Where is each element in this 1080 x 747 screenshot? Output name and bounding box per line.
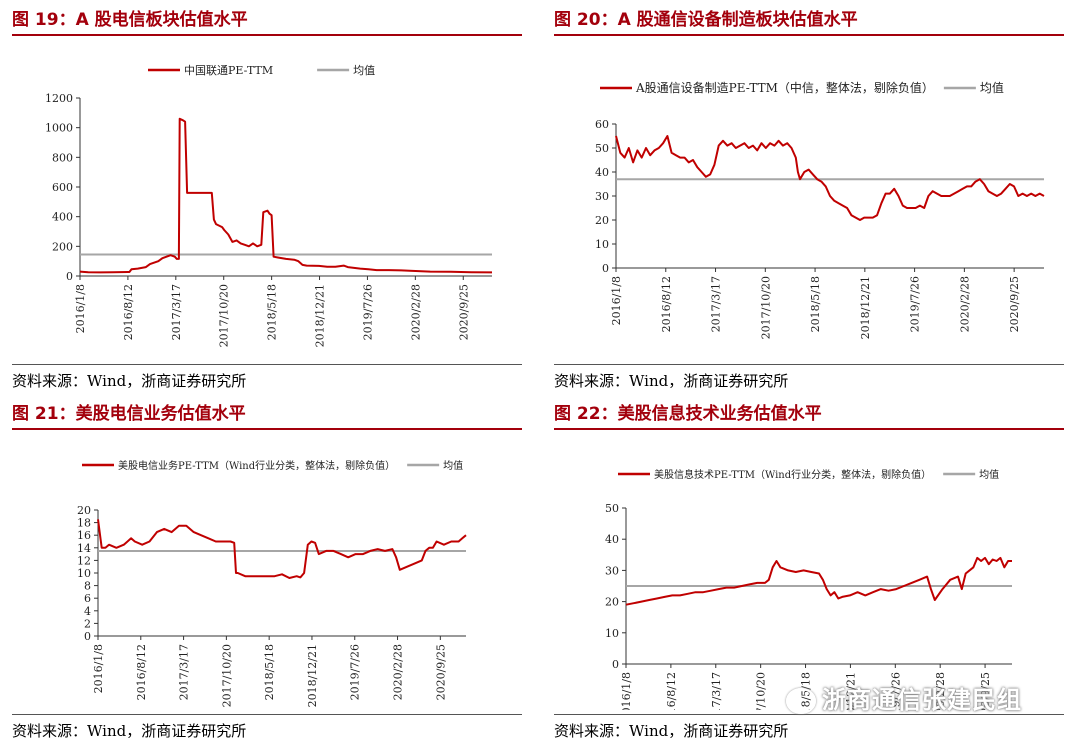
legend-label-mean: 均值 xyxy=(980,80,1004,95)
x-tick-label: 2016/1/8 xyxy=(74,284,87,333)
x-tick-label: 2020/9/25 xyxy=(979,672,992,710)
y-tick-label: 20 xyxy=(605,596,619,609)
y-tick-label: 50 xyxy=(595,142,609,155)
x-tick-label: 2016/1/8 xyxy=(620,672,633,710)
panel-title: 图 22：美股信息技术业务估值水平 xyxy=(554,400,1064,430)
y-tick-label: 1200 xyxy=(45,92,73,105)
panel-title: 图 20：A 股通信设备制造板块估值水平 xyxy=(554,6,1064,36)
y-tick-label: 4 xyxy=(84,605,91,618)
source-note: 资料来源：Wind，浙商证券研究所 xyxy=(12,714,522,742)
x-tick-label: 2018/5/18 xyxy=(263,644,276,700)
chart-us-it-pe: 0 10 20 30 40 50 2016/1/8 2016/8/12 2017/3/17 201… xyxy=(605,468,1012,710)
legend-label-mean: 均值 xyxy=(353,64,375,77)
x-tick-label: 2018/12/21 xyxy=(314,284,327,347)
x-tick-label: 2018/12/21 xyxy=(306,644,319,707)
x-tick-label: 2016/8/12 xyxy=(135,644,148,700)
chart-a-share-telecom-equipment-pe: 0 10 20 30 40 50 60 2016/1/8 2016/8/12 2017/3/17 2… xyxy=(595,80,1045,339)
x-tick-label: 2016/1/8 xyxy=(610,276,623,325)
x-tick-label: 2018/5/18 xyxy=(266,284,279,340)
x-tick-label: 2017/3/17 xyxy=(178,644,191,700)
y-tick-label: 10 xyxy=(77,567,91,580)
series-line xyxy=(79,117,493,274)
series-line xyxy=(97,519,467,579)
x-tick-label: 2017/10/20 xyxy=(759,276,772,339)
x-tick-label: 2017/10/20 xyxy=(755,672,768,710)
x-tick-label: 2017/3/17 xyxy=(170,284,183,340)
y-tick-label: 10 xyxy=(595,238,609,251)
x-tick-label: 2017/3/17 xyxy=(710,276,723,332)
legend-label-mean: 均值 xyxy=(979,468,999,481)
legend-label-series: 中国联通PE-TTM xyxy=(184,64,273,77)
x-tick-label: 2018/5/18 xyxy=(809,276,822,332)
y-tick-label: 2 xyxy=(84,617,91,630)
y-tick-label: 14 xyxy=(77,542,91,555)
x-tick-label: 2020/9/25 xyxy=(1008,276,1021,332)
x-tick-label: 2020/2/28 xyxy=(409,284,422,340)
legend-label-series: A股通信设备制造PE-TTM（中信，整体法，剔除负值） xyxy=(635,80,934,95)
x-tick-label: 2019/7/26 xyxy=(889,672,902,710)
y-tick-label: 20 xyxy=(595,214,609,227)
legend-label-series: 美股电信业务PE-TTM（Wind行业分类，整体法，剔除负值） xyxy=(118,459,395,472)
panel-19: 图 19：A 股电信板块估值水平 0 200 400 600 800 1000 1200 20… xyxy=(12,6,522,392)
x-tick-label: 2017/10/20 xyxy=(218,284,231,347)
x-tick-label: 2020/2/28 xyxy=(934,672,947,710)
x-tick-label: 2016/1/8 xyxy=(92,644,105,693)
source-note: 资料来源：Wind，浙商证券研究所 xyxy=(12,364,522,392)
watermark-text: 浙商通信张建民组 xyxy=(822,686,1022,714)
watermark: 浙商通信张建民组 xyxy=(786,680,1066,716)
y-tick-label: 40 xyxy=(605,533,619,546)
y-tick-label: 0 xyxy=(602,262,609,275)
x-tick-label: 2016/8/12 xyxy=(122,284,135,340)
series-line xyxy=(615,135,1045,221)
panel-21: 图 21：美股电信业务估值水平 0 2 4 6 8 10 12 14 16 18 20 2016/1/… xyxy=(12,400,522,744)
x-tick-label: 2020/2/28 xyxy=(392,644,405,700)
y-tick-label: 1000 xyxy=(45,122,73,135)
x-tick-label: 2020/9/25 xyxy=(457,284,470,340)
chart-a-share-telecom-pe: 0 200 400 600 800 1000 1200 2016/1/8 2016/8/12 20… xyxy=(45,64,493,347)
source-note: 资料来源：Wind，浙商证券研究所 xyxy=(554,364,1064,392)
y-tick-label: 6 xyxy=(84,592,91,605)
panel-title: 图 21：美股电信业务估值水平 xyxy=(12,400,522,430)
y-tick-label: 12 xyxy=(77,554,91,567)
x-tick-label: 2016/8/12 xyxy=(665,672,678,710)
y-tick-label: 60 xyxy=(595,118,609,131)
x-tick-label: 2017/10/20 xyxy=(220,644,233,707)
panel-title: 图 19：A 股电信板块估值水平 xyxy=(12,6,522,36)
x-tick-label: 2020/9/25 xyxy=(434,644,447,700)
series-line xyxy=(625,556,1012,606)
y-tick-label: 40 xyxy=(595,166,609,179)
y-tick-label: 50 xyxy=(605,502,619,515)
legend-label-series: 美股信息技术PE-TTM（Wind行业分类，整体法，剔除负值） xyxy=(654,468,931,481)
y-tick-label: 600 xyxy=(52,181,73,194)
source-note: 资料来源：Wind，浙商证券研究所 xyxy=(554,714,1064,742)
y-tick-label: 20 xyxy=(77,504,91,517)
y-tick-label: 800 xyxy=(52,151,73,164)
legend-label-mean: 均值 xyxy=(443,459,463,472)
y-tick-label: 200 xyxy=(52,240,73,253)
x-tick-label: 2019/7/26 xyxy=(909,276,922,332)
y-tick-label: 16 xyxy=(77,529,91,542)
y-tick-label: 400 xyxy=(52,211,73,224)
wechat-icon xyxy=(786,688,816,714)
y-tick-label: 0 xyxy=(66,270,73,283)
panel-20: 图 20：A 股通信设备制造板块估值水平 0 10 20 30 40 50 60 2016/1… xyxy=(554,6,1064,392)
x-tick-label: 2017/3/17 xyxy=(710,672,723,710)
x-tick-label: 2019/7/26 xyxy=(349,644,362,700)
y-tick-label: 10 xyxy=(605,627,619,640)
y-tick-label: 18 xyxy=(77,517,91,530)
x-tick-label: 2018/12/21 xyxy=(844,672,857,710)
y-tick-label: 30 xyxy=(605,564,619,577)
x-tick-label: 2019/7/26 xyxy=(361,284,374,340)
x-tick-label: 2018/12/21 xyxy=(859,276,872,339)
y-tick-label: 8 xyxy=(84,580,91,593)
y-tick-label: 30 xyxy=(595,190,609,203)
y-tick-label: 0 xyxy=(612,658,619,671)
x-tick-label: 2016/8/12 xyxy=(660,276,673,332)
y-tick-label: 0 xyxy=(84,630,91,643)
panel-22: 图 22：美股信息技术业务估值水平 0 10 20 30 40 50 2016/1/8 201… xyxy=(554,400,1064,744)
x-tick-label: 2020/2/28 xyxy=(958,276,971,332)
